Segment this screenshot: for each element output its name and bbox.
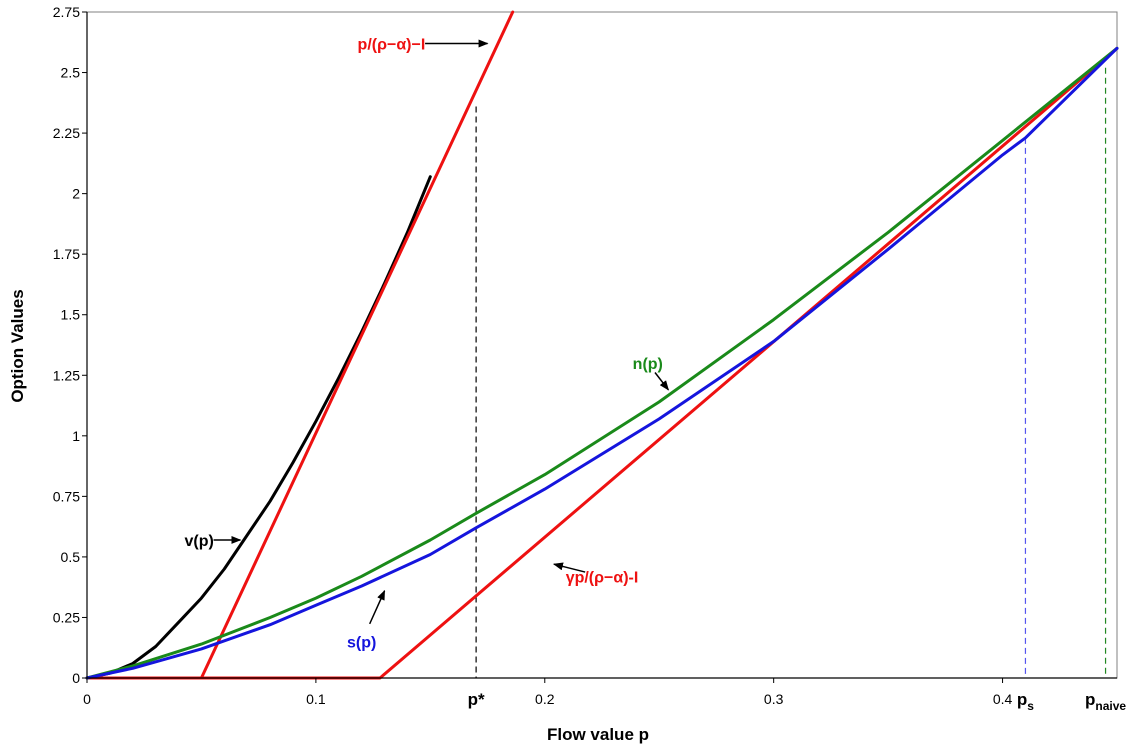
curve-annotations: p/(ρ−α)−I v(p) n(p) s(p) γp/(ρ−α)-I	[184, 36, 669, 652]
axes: 0 0.25 0.5 0.75 1 1.25 1.5 1.75 2 2.25 2.5 2.75 0 0.1…	[53, 4, 1127, 713]
reference-line-label: ps	[1017, 690, 1034, 713]
y-tick-label: 2	[72, 186, 80, 202]
y-tick-label: 0.25	[53, 609, 80, 625]
y-axis-title: Option Values	[8, 289, 27, 402]
x-tick-label: 0.1	[306, 691, 326, 707]
annotation-arrow	[654, 372, 669, 391]
y-tick-label: 2.75	[53, 4, 80, 20]
reference-lines	[475, 67, 1107, 678]
curve-label: γp/(ρ−α)-I	[566, 569, 639, 586]
y-tick-label: 1.25	[53, 367, 80, 383]
y-tick-label: 0	[72, 670, 80, 686]
y-tick-label: 1.75	[53, 246, 80, 262]
y-tick-label: 2.5	[61, 65, 81, 81]
series-line	[85, 46, 1119, 680]
curve-label: s(p)	[347, 635, 376, 652]
annotation-arrow	[552, 562, 586, 573]
x-tick-label: 0.4	[993, 691, 1013, 707]
reference-line-label: pnaive	[1085, 690, 1126, 713]
y-tick-label: 0.5	[61, 549, 81, 565]
x-axis-title: Flow value p	[547, 725, 649, 744]
curve-label: p/(ρ−α)−I	[358, 36, 426, 53]
x-tick-label: 0.2	[535, 691, 555, 707]
x-tick-label: 0.3	[764, 691, 784, 707]
y-tick-label: 1.5	[61, 307, 81, 323]
annotation-arrow	[368, 589, 386, 625]
curve-label: n(p)	[633, 356, 663, 373]
reference-line-label: p*	[468, 690, 485, 709]
y-tick-label: 2.25	[53, 125, 80, 141]
y-tick-label: 1	[72, 428, 80, 444]
curve-label: v(p)	[184, 533, 213, 550]
y-tick-label: 0.75	[53, 488, 80, 504]
x-tick-label: 0	[83, 691, 91, 707]
series-line	[199, 10, 515, 680]
series-line	[85, 46, 1119, 680]
